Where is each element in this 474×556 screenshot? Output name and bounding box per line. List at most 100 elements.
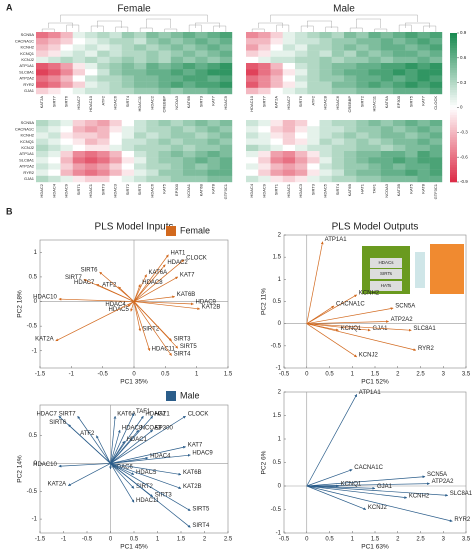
- heatmap-cell: [134, 63, 147, 70]
- heatmap-cell: [72, 32, 86, 39]
- heatmap-cell: [195, 56, 208, 64]
- heatmap-cell: [331, 126, 345, 133]
- y-tick-label: -0.5: [27, 324, 38, 330]
- heatmap-cell: [36, 44, 49, 51]
- heatmap-cell: [331, 138, 345, 145]
- heatmap-cell: [429, 120, 443, 127]
- point-label: KCNH2: [359, 290, 380, 296]
- x-tick-label: 0: [305, 537, 309, 543]
- x-tick-label: 1: [156, 537, 160, 543]
- column-label: ATF2: [100, 95, 105, 105]
- colorbar-step: [450, 137, 457, 141]
- heatmap-cell: [246, 163, 259, 170]
- heatmap-cell: [405, 138, 418, 145]
- heatmap-cell: [393, 44, 406, 51]
- heatmap-cell: [207, 44, 220, 51]
- loading-arrow: [306, 294, 358, 324]
- heatmap-cell: [356, 44, 369, 51]
- heatmap-cell: [72, 81, 86, 88]
- heatmap-cell: [48, 87, 61, 95]
- row-label: SCN5A: [21, 120, 35, 125]
- heatmap-cell: [368, 144, 381, 152]
- heatmap-cell: [134, 151, 147, 158]
- heatmap-cell: [121, 56, 135, 64]
- y-tick-label: 0.5: [273, 299, 282, 305]
- heatmap-cell: [319, 87, 332, 95]
- heatmap-cell: [85, 44, 98, 51]
- x-tick-label: 1.5: [371, 372, 380, 378]
- colorbar-step: [450, 142, 457, 146]
- y-tick-label: -0.5: [271, 507, 282, 513]
- heatmap-cell: [36, 120, 49, 127]
- x-tick-label: 3: [442, 537, 446, 543]
- inset-label: SIRTs: [380, 271, 393, 276]
- heatmap-cell: [405, 50, 418, 57]
- heatmap-cell: [109, 75, 122, 82]
- heatmap-cell: [60, 126, 73, 133]
- heatmap-cell: [183, 138, 196, 145]
- heatmap-cell: [158, 38, 171, 45]
- point-label: SIRT5: [192, 506, 210, 512]
- x-axis-label: PC1 35%: [120, 379, 148, 386]
- heatmap-cell: [170, 63, 184, 70]
- colorbar-step: [450, 33, 457, 36]
- heatmap-cell: [282, 169, 296, 176]
- heatmap-cell: [134, 144, 147, 152]
- heatmap-cell: [246, 32, 259, 39]
- heatmap-cell: [344, 32, 357, 39]
- heatmap-cell: [405, 32, 418, 39]
- column-label: HDAC5: [323, 183, 328, 197]
- heatmap-cell: [356, 32, 369, 39]
- inset-box: [415, 252, 425, 288]
- heatmap-cell: [258, 138, 271, 145]
- heatmap-cell: [85, 38, 98, 45]
- heatmap-cell: [295, 175, 308, 183]
- row-label: KCNQ1: [20, 139, 35, 144]
- heatmap-cell: [72, 132, 86, 139]
- heatmap-cell: [121, 144, 135, 152]
- heatmap-cell: [170, 132, 184, 139]
- heatmap-cell: [380, 63, 394, 70]
- heatmap-cell: [429, 87, 443, 95]
- colorbar-step: [450, 80, 457, 83]
- heatmap-cell: [368, 81, 381, 88]
- heatmap-cell: [36, 169, 49, 176]
- heatmap-cell: [356, 132, 369, 139]
- heatmap-cell: [270, 157, 283, 164]
- loading-arrow: [67, 424, 111, 464]
- heatmap-cell: [380, 120, 394, 127]
- heatmap-cell: [282, 144, 296, 152]
- heatmap-cell: [60, 87, 73, 95]
- heatmap-cell: [121, 69, 135, 76]
- heatmap-cell: [393, 56, 406, 64]
- heatmap-cell: [97, 163, 110, 170]
- heatmap-cell: [158, 144, 171, 152]
- loading-arrow: [118, 286, 135, 302]
- column-label: KAT7: [421, 95, 426, 105]
- heatmap-cell: [380, 175, 394, 183]
- colorbar-step: [450, 134, 457, 138]
- heatmap-cell: [134, 32, 147, 39]
- heatmap-cell: [97, 32, 110, 39]
- heatmap-cell: [246, 50, 259, 57]
- heatmap-cell: [134, 175, 147, 183]
- column-label: SIRT7: [51, 95, 56, 107]
- heatmap-cell: [158, 32, 171, 39]
- heatmap-cell: [331, 169, 345, 176]
- colorbar-step: [450, 42, 457, 46]
- heatmap-cell: [258, 50, 271, 57]
- colorbar-step: [450, 77, 457, 81]
- column-label: HDAC1: [88, 183, 93, 197]
- column-label: SIRT4: [335, 183, 340, 195]
- point-label: SIRT3: [174, 337, 192, 343]
- point-label: KAT6A: [117, 412, 136, 418]
- point-label: KAT7: [180, 273, 195, 279]
- heatmap-cell: [219, 69, 233, 76]
- heatmap-cell: [183, 63, 196, 70]
- heatmap-cell: [158, 120, 171, 127]
- heatmap-cell: [158, 151, 171, 158]
- point-label: ATF2: [102, 282, 117, 288]
- heatmap-cell: [48, 169, 61, 176]
- heatmap-cell: [282, 75, 296, 82]
- x-tick-label: 2.5: [416, 537, 425, 543]
